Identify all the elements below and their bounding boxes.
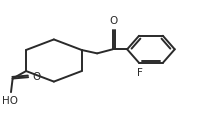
Text: O: O	[110, 16, 118, 26]
Text: O: O	[32, 72, 41, 81]
Text: F: F	[137, 68, 143, 78]
Text: HO: HO	[2, 95, 18, 106]
